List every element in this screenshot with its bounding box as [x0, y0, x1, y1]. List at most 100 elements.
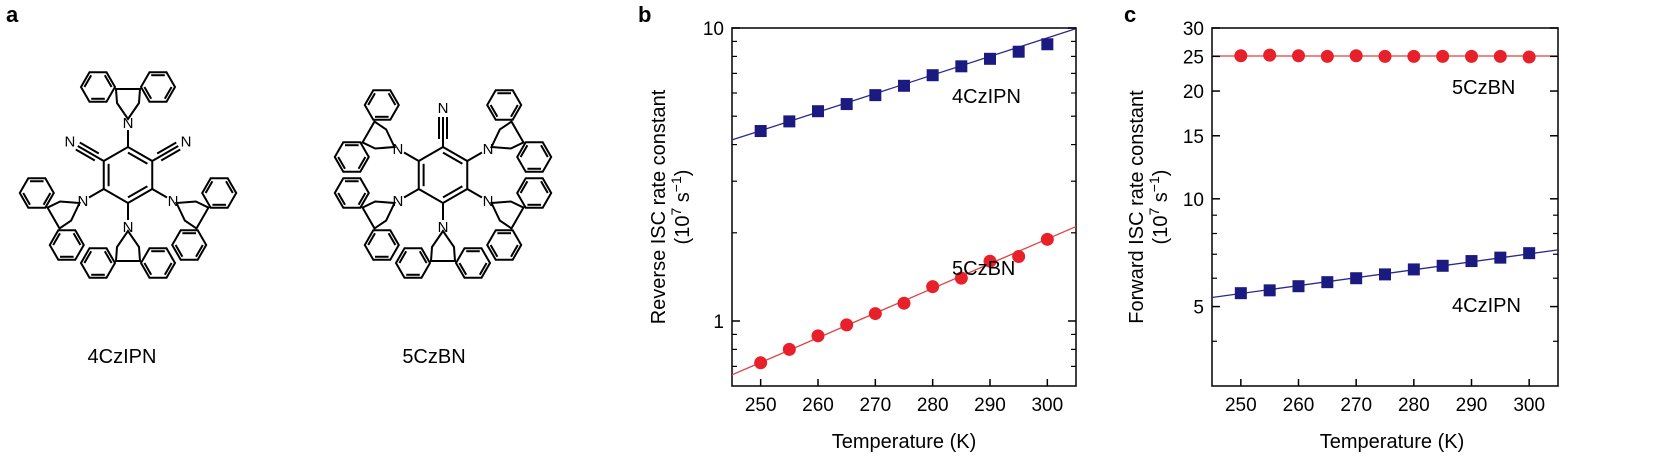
x-tick-label-c-250: 250: [1225, 395, 1257, 416]
point-c-4czipn-300: [1523, 247, 1536, 260]
point-b-4czipn-265: [840, 98, 853, 111]
mol-4czipn-carbazole-4-benzo-1-double-bond: [143, 86, 153, 100]
x-tick-label-c-280: 280: [1398, 395, 1430, 416]
point-b-5czbn-290: [983, 254, 997, 268]
mol-4czipn-carbazole-2-benzo-1: [18, 177, 55, 209]
mol-5czbn-carbazole-3-benzo-1-double-bond: [387, 92, 397, 106]
point-c-5czbn-280: [1407, 49, 1421, 63]
mol-5czbn-core-double-bond: [442, 151, 463, 165]
y-unit-c-exp1: 7: [1146, 208, 1162, 216]
y-unit-b-mid: s: [672, 192, 694, 208]
point-b-4czipn-280: [926, 69, 939, 82]
mol-5czbn-carbazole-0-benzo-2: [516, 177, 553, 209]
mol-4czipn-carbazole-4-benzo-1: [139, 71, 177, 103]
mol-4czipn-nitrile-triple-a-3: [79, 141, 100, 155]
mol-4czipn-carbazole-4-benzo-1-double-bond: [163, 86, 173, 100]
point-c-5czbn-265: [1320, 49, 1334, 63]
mol-5czbn-carbazole-3-benzo-2-double-bond: [357, 156, 367, 170]
y-unit-c-a: (10: [1150, 216, 1172, 245]
mol-5czbn-carbazole-3-benzo-1: [363, 89, 400, 121]
y-unit-b-exp2: −1: [668, 176, 684, 192]
molecule-label-5czbn: 5CzBN: [402, 346, 465, 368]
mol-4czipn-carbazole-4-benzo-2-double-bond: [103, 74, 113, 88]
point-c-5czbn-290: [1465, 49, 1478, 63]
mol-5czbn-carbazole-5-benzo-1-double-bond: [519, 144, 529, 158]
chart-forward-isc: 250 260 270 280 290 300 5 10 15 20 25 30 Temperatu…: [1126, 19, 1559, 453]
mol-5czbn-carbazole-n-3: N: [393, 141, 404, 158]
point-b-5czbn-265: [840, 318, 854, 332]
mol-5czbn-carbazole-2-benzo-2: [363, 229, 400, 261]
mol-5czbn-carbazole-5-pyrrole: [489, 120, 525, 150]
mol-4czipn-carbazole-0-benzo-1-double-bond: [174, 244, 184, 258]
y-tick-label-c-5: 5: [1193, 298, 1204, 319]
point-c-4czipn-255: [1263, 284, 1276, 297]
mol-5czbn-carbazole-1-benzo-2: [454, 247, 492, 279]
mol-5czbn-core: [417, 145, 469, 205]
x-tick-label-c-290: 290: [1456, 395, 1488, 416]
mol-5czbn-carbazole-n-0: N: [483, 193, 494, 210]
mol-5czbn-carbazole-0-benzo-1: [486, 229, 523, 261]
point-b-5czbn-260: [811, 329, 825, 343]
mol-5czbn-carbazole-5-benzo-1-double-bond: [540, 144, 549, 158]
mol-4czipn-carbazole-1-benzo-1-double-bond: [103, 250, 113, 264]
mol-5czbn-carbazole-2-benzo-2-double-bond: [367, 232, 376, 246]
point-c-5czbn-255: [1263, 48, 1277, 62]
mol-5czbn-cn-bond-3: [403, 151, 420, 162]
point-c-5czbn-275: [1378, 49, 1392, 63]
mol-4czipn-carbazole-2-benzo-2-double-bond: [72, 232, 82, 246]
mol-4czipn-carbazole-1-benzo-1: [79, 247, 117, 279]
y-unit-c-exp2: −1: [1146, 176, 1162, 192]
y-unit-b-a: (10: [672, 216, 694, 245]
series-label-c-4czipn: 4CzIPN: [1452, 295, 1521, 317]
mol-5czbn-carbazole-5-benzo-1: [516, 141, 553, 173]
mol-4czipn-carbazole-n-2: N: [78, 193, 89, 210]
mol-5czbn-carbazole-1-benzo-1-double-bond: [418, 250, 428, 264]
mol-4czipn-carbazole-1-benzo-2: [139, 247, 177, 279]
chart-reverse-isc: 250 260 270 280 290 300 1 10 Temperature (K) R…: [648, 19, 1077, 453]
x-tick-label-b-250: 250: [745, 395, 777, 416]
panel-letter-b: b: [638, 2, 651, 27]
y-tick-label-c-10: 10: [1183, 190, 1204, 211]
point-c-5czbn-285: [1436, 49, 1450, 63]
mol-4czipn-carbazole-2-pyrrole: [46, 200, 82, 230]
panel-letter-c: c: [1124, 2, 1136, 27]
mol-5czbn-carbazole-3-pyrrole: [361, 120, 397, 150]
x-tick-label-b-290: 290: [974, 395, 1006, 416]
mol-4czipn-carbazole-1-benzo-2-double-bond: [143, 262, 153, 276]
y-axis-units-c: (107 s−1): [1146, 170, 1172, 245]
y-axis-title-c: Forward ISC rate constant: [1126, 90, 1148, 324]
plot-frame-b: [731, 27, 1077, 387]
mol-4czipn-core-double-bond: [127, 185, 148, 199]
mol-4czipn-carbazole-0-benzo-2-double-bond: [204, 180, 214, 194]
y-unit-c-end: ): [1150, 170, 1172, 177]
mol-5czbn-carbazole-0-benzo-2-double-bond: [519, 180, 529, 194]
mol-4czipn-nitrile-n-3: N: [65, 134, 76, 151]
mol-5czbn-carbazole-3-benzo-1-double-bond: [367, 92, 376, 106]
mol-4czipn-carbazole-n-4: N: [123, 115, 134, 132]
mol-4czipn-carbazole-1-benzo-2-double-bond: [163, 262, 173, 276]
point-b-4czipn-250: [754, 125, 767, 138]
mol-4czipn-core-double-bond: [127, 151, 148, 165]
mol-5czbn-carbazole-2-benzo-1-double-bond: [357, 192, 367, 206]
molecule-4czipn-structure: [18, 71, 238, 279]
mol-4czipn-carbazole-0-benzo-2: [201, 177, 238, 209]
point-c-4czipn-275: [1379, 268, 1391, 281]
point-c-4czipn-280: [1407, 263, 1420, 276]
y-axis-units-b: (107 s−1): [668, 170, 694, 245]
mol-4czipn-nitrile-n-5: N: [181, 134, 192, 151]
point-b-5czbn-275: [897, 296, 911, 310]
mol-5czbn-nitrile-n-4: N: [438, 100, 449, 117]
mol-4czipn-carbazole-2-benzo-1-double-bond: [22, 192, 31, 206]
y-unit-b-exp1: 7: [668, 208, 684, 216]
y-tick-label-c-15: 15: [1183, 127, 1204, 148]
mol-5czbn-carbazole-2-benzo-1-double-bond: [337, 192, 346, 206]
mol-4czipn-carbazole-2-benzo-2-double-bond: [52, 232, 61, 246]
mol-4czipn-carbazole-0-pyrrole: [174, 200, 210, 230]
y-unit-b-end: ): [672, 170, 694, 177]
mol-4czipn-carbazole-0-benzo-2-double-bond: [225, 180, 234, 194]
mol-4czipn-nitrile-triple-b-3: [75, 148, 96, 162]
mol-5czbn-carbazole-1-benzo-1-double-bond: [398, 250, 408, 264]
molecule-label-4czipn: 4CzIPN: [88, 346, 157, 368]
point-b-4czipn-270: [869, 89, 882, 102]
mol-4czipn-carbazole-n-0: N: [168, 193, 179, 210]
